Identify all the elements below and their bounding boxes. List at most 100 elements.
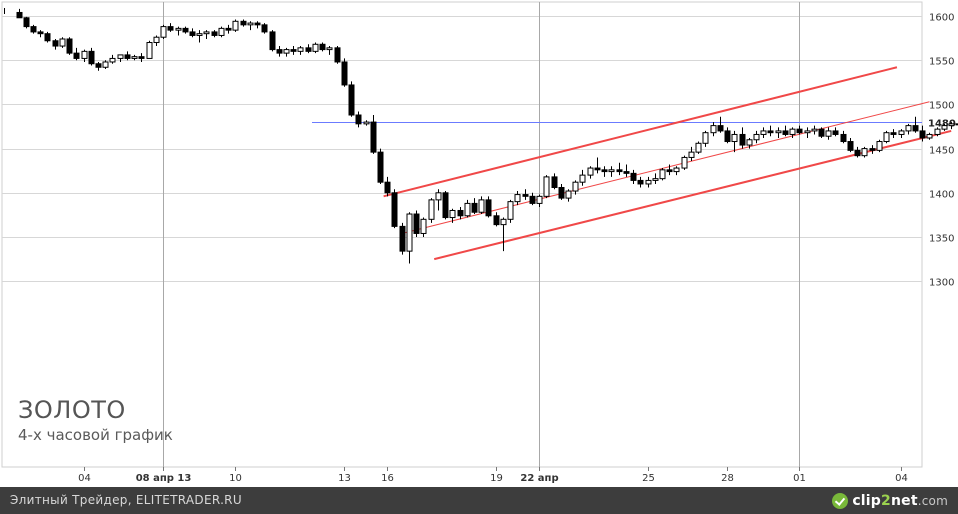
candle-body [23,17,30,28]
candle-body [189,31,196,36]
candle-body [218,27,225,36]
candle-body [572,181,579,192]
candle-body [334,47,341,63]
candle-body [319,43,326,51]
x-tick-label: 28 [721,473,734,484]
candle-body [341,61,348,86]
y-tick-label: 1300 [929,278,954,289]
candle-body [955,123,958,126]
candle-body [536,195,543,204]
candle-body [131,56,138,59]
candle-body [818,128,825,137]
candle-body [601,169,608,173]
candle-body [471,202,478,213]
candle-body [796,128,803,134]
candle-body [377,151,384,183]
candle-body [760,130,767,135]
candle-body [485,199,492,217]
candle-body [52,40,59,47]
candle-body [724,130,731,143]
candle-body [59,38,66,47]
candle-body [608,169,615,173]
candle-body [529,195,536,204]
candle-body [688,151,695,158]
level-label-1480: 1480 [928,119,956,130]
candle-body [861,148,868,157]
candle-body [420,218,427,234]
candle-body [876,141,883,151]
candle-body [102,61,109,68]
candle-body [731,133,738,143]
x-tick-label: 04 [78,473,91,484]
footer-bar: Элитный Трейдер, ELITETRADER.RU clip2net… [0,487,958,514]
candle-body [645,179,652,185]
candle-body [825,130,832,137]
candle-body [616,169,623,173]
candle-body [269,31,276,51]
candle-body [753,133,760,141]
brand-logo[interactable]: clip2net.com [832,491,948,510]
candle-body [789,128,796,135]
footer-credit: Элитный Трейдер, ELITETRADER.RU [10,493,242,507]
candle-body [283,49,290,54]
candle-body [117,54,124,59]
candle-body [948,123,955,127]
candle-body [88,50,95,65]
candle-body [240,20,247,26]
candle-body [666,169,673,173]
candle-body [312,43,319,52]
chart-title: ЗОЛОТО [18,396,126,424]
candle-body [399,225,406,252]
candle-body [457,209,464,217]
candle-body [109,57,116,63]
candle-body [890,132,897,135]
checkmark-icon [832,492,849,509]
candle-body [297,47,304,52]
candle-body [500,218,507,226]
candle-body [211,31,218,36]
candle-body [348,84,355,116]
chart-subtitle: 4-х часовой график [18,426,173,444]
candle-body [630,172,637,181]
candle-body [941,125,948,130]
candle-body [832,130,839,135]
candle-body [522,194,529,197]
y-tick-label: 1450 [929,146,954,157]
candle-body [702,132,709,144]
candle-body [695,142,702,153]
x-tick-label: 10 [229,473,242,484]
candle-body [804,130,811,134]
candle-body [782,130,789,135]
candle-body [276,49,283,54]
candle-body [81,50,88,59]
candle-body [247,22,254,26]
candle-body [73,52,80,59]
candle-body [811,128,818,132]
y-tick-label: 1500 [929,101,954,112]
candle-body [934,128,941,135]
candle-body [767,130,774,134]
candle-body [196,33,203,36]
candle-body [854,149,861,157]
brand-text: clip2net.com [852,492,948,509]
candle-body [37,31,44,35]
candle-body [775,130,782,134]
candle-body [905,125,912,132]
candle-body [254,22,261,26]
candle-body [710,125,717,134]
candle-body [558,186,565,199]
candle-body [464,202,471,217]
candle-body [594,167,601,171]
candle-body [717,125,724,132]
candle-body [16,11,23,19]
level-label-bg [923,115,956,130]
y-tick-label: 1550 [929,57,954,68]
candle-body [565,190,572,199]
candle-body [449,209,456,219]
y-tick-label: 1400 [929,190,954,201]
chart-title-block: ЗОЛОТО 4-х часовой график [18,396,173,444]
candle-body [746,139,753,146]
candle-body [305,47,312,52]
candle-body [167,26,174,31]
y-tick-label: 1350 [929,234,954,245]
